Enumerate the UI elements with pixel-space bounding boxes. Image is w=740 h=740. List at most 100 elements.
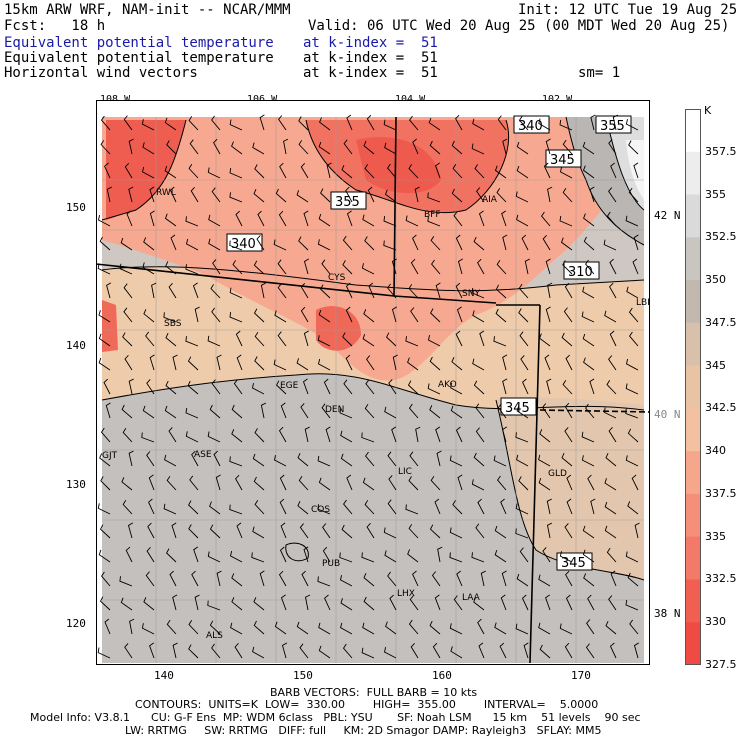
wind-barb [631,474,639,491]
wind-barb [317,504,331,515]
wind-barb [587,474,595,491]
wind-barb [610,162,617,179]
wind-barb [127,522,134,539]
wind-barb [523,642,529,659]
wind-barb [561,332,573,347]
wind-barb [298,140,309,155]
wind-barb [501,210,507,227]
wind-barb [581,431,595,443]
wind-barb [545,594,551,611]
wind-barb [521,594,529,611]
wind-barb [388,475,397,491]
wind-barb [412,234,419,251]
wind-barb [129,618,135,635]
wind-barb [283,138,289,155]
station-sbs: SBS [164,319,182,329]
wind-barb [260,402,267,419]
wind-barb [368,282,375,299]
wind-barb [515,432,529,443]
wind-barb [151,282,157,299]
colorbar-label: 347.5 [705,315,737,329]
wind-barb [164,165,177,179]
wind-barb [141,432,155,443]
wind-barb [452,500,463,515]
wind-barb [259,114,265,131]
wind-barb [408,476,419,491]
wind-barb [547,282,553,299]
wind-barb [209,501,221,515]
wind-barb [408,619,419,635]
field-level-1: at k-index = 51 [303,35,438,51]
wind-barb [364,403,375,419]
wind-barb [128,378,134,395]
wind-barb [325,426,331,443]
wind-barb [480,570,487,587]
wind-barb [383,119,397,131]
wind-barb [603,407,617,419]
wind-barb [429,405,441,419]
wind-barb [98,357,111,371]
contour-label-345-ne: 345 [550,153,575,168]
wind-barb [408,403,419,419]
wind-barb [341,165,353,179]
wind-barb [234,642,243,659]
wind-barb [625,599,639,611]
wind-barb [277,283,287,299]
field-name-3: Horizontal wind vectors [4,65,198,81]
wind-barb [384,406,397,419]
wind-barb [123,307,133,323]
wind-barb [559,119,573,131]
wind-barb [430,308,441,323]
wind-barb [496,188,507,203]
wind-barb [304,594,311,611]
wind-barb [319,117,331,131]
wind-barb [450,405,463,419]
wind-barb [164,454,177,467]
wind-barb [562,260,573,275]
wind-barb [544,354,551,371]
wind-barb [538,118,551,131]
wind-barb [625,455,639,467]
colorbar-swatch [685,451,701,495]
wind-barb [384,142,397,155]
wind-barb [515,528,529,539]
wind-barb [321,403,331,419]
wind-barb [280,522,287,539]
wind-barb [405,215,419,227]
wind-barb [363,573,375,587]
wind-barb [188,524,199,539]
wind-barb [273,359,287,371]
wind-barb [453,595,463,611]
wind-barb [99,524,111,539]
wind-barb [168,282,177,299]
wind-barb [564,282,573,299]
wind-barb [473,236,485,251]
wind-barb [429,620,441,635]
wind-barb [546,522,553,539]
wind-barb [538,622,551,635]
wind-barb [342,235,353,251]
wind-barb [500,498,507,515]
wind-barb [185,336,199,347]
wind-barb [497,475,507,491]
wind-barb [435,162,441,179]
wind-barb [326,162,332,179]
wind-barb [164,117,177,131]
wind-barb [97,215,111,227]
wind-barb [105,402,111,419]
wind-barb [563,307,573,323]
wind-barb [387,571,397,587]
wind-barb [471,143,485,155]
wind-barb [500,594,507,611]
lat-label-38n: 38 N [654,607,681,620]
wind-barb [581,455,595,467]
forecast-hour: Fcst: 18 h [4,18,106,34]
wind-barb [518,283,529,299]
grid-x-170: 170 [571,669,591,682]
wind-barb [547,186,553,203]
wind-barb [120,237,133,251]
wind-barb [473,597,485,611]
wind-barb [146,451,155,467]
wind-barb [215,474,221,491]
colorbar-unit: K [704,104,712,117]
